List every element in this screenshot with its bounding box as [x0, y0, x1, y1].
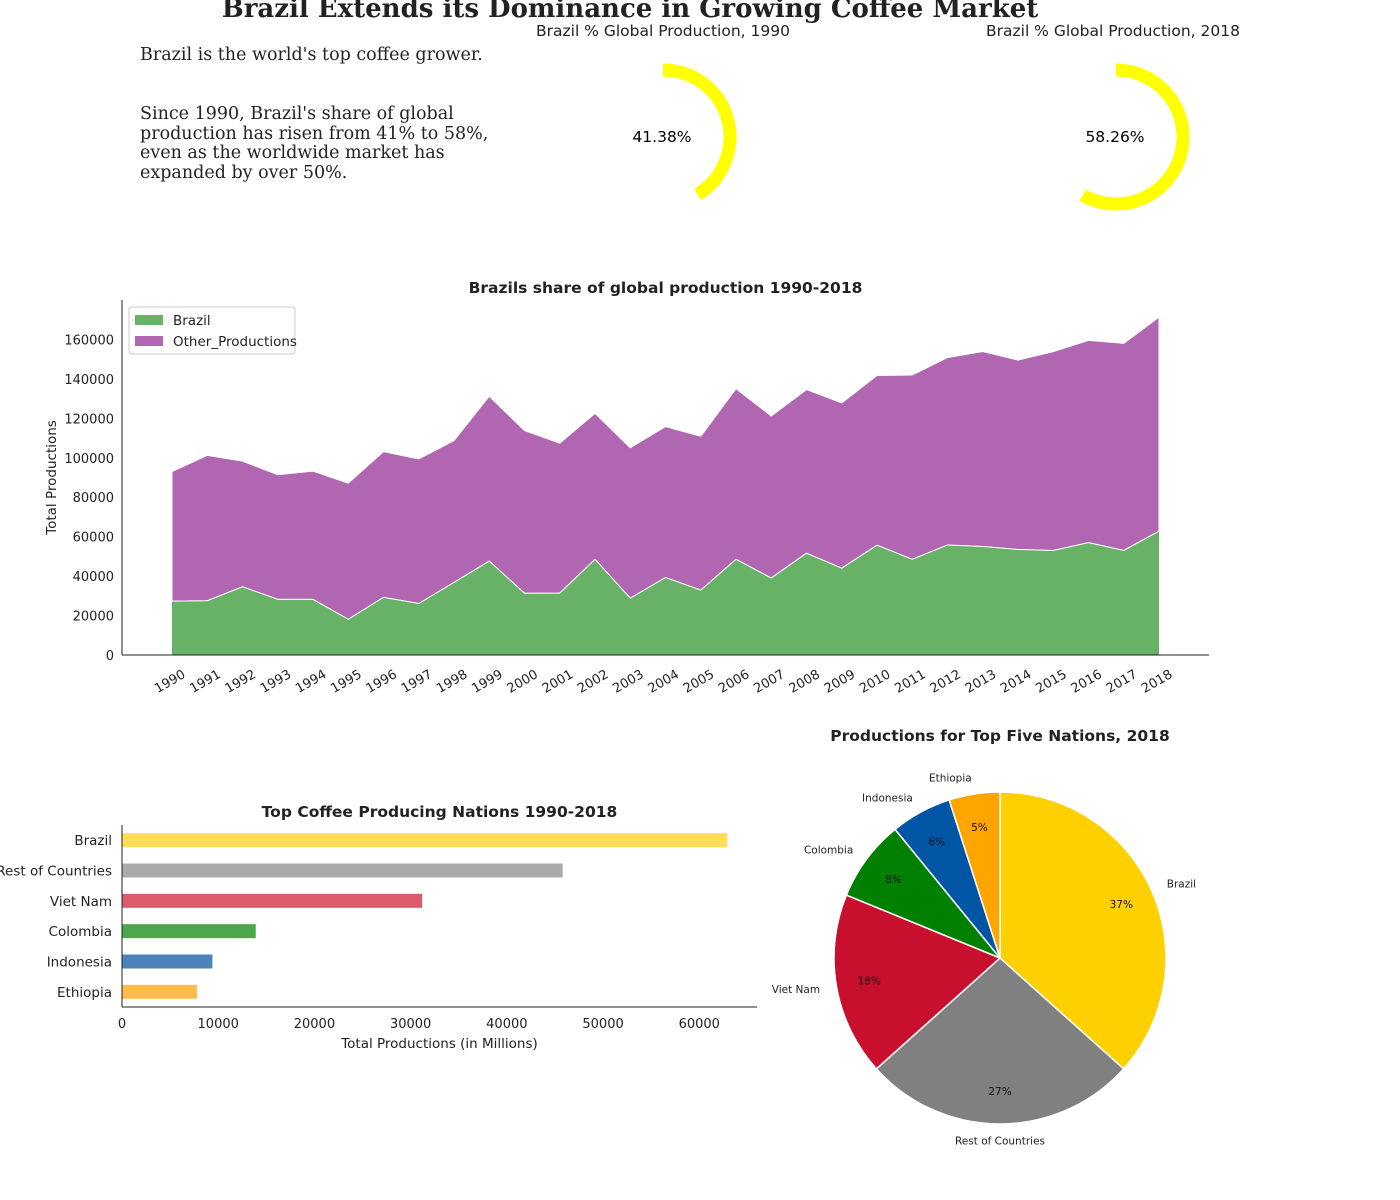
x-tick-label: 2014: [998, 667, 1034, 697]
area-series-brazil: [172, 531, 1159, 655]
gauge-2018-arc: [1079, 63, 1190, 211]
legend-swatch-other-productions: [135, 336, 163, 346]
pie-slice-ethiopia: [948, 791, 1001, 959]
bar-category-label: Ethiopia: [57, 985, 112, 1001]
gauge-1990-title: Brazil % Global Production, 1990: [536, 22, 790, 40]
legend-swatch-brazil: [135, 315, 163, 325]
bar-viet-nam: [122, 893, 423, 908]
x-tick-label: 2018: [1139, 667, 1175, 697]
x-tick-label: 2012: [928, 667, 964, 697]
bar-colombia: [122, 924, 256, 939]
x-tick-label: 1991: [187, 667, 223, 697]
y-axis-label: Total Productions: [44, 420, 60, 536]
x-tick-label: 2007: [751, 667, 787, 697]
gauge-2018-value: 58.26%: [1085, 128, 1145, 146]
y-tick-label: 160000: [64, 333, 114, 348]
x-tick-label: 1996: [364, 667, 400, 697]
area-chart: Brazils share of global production 1990-…: [44, 279, 1209, 697]
bar-indonesia: [122, 954, 213, 969]
y-tick-label: 120000: [64, 412, 114, 427]
x-tick-label: 40000: [486, 1017, 527, 1032]
y-tick-label: 60000: [73, 531, 114, 546]
x-tick-label: 1997: [399, 667, 435, 697]
x-tick-label: 2008: [787, 667, 823, 697]
x-tick-label: 2017: [1104, 667, 1140, 697]
area-series-boundary-line: [171, 530, 1160, 620]
legend-label-brazil: Brazil: [173, 313, 211, 329]
pie-label-viet-nam: Viet Nam: [772, 984, 820, 996]
intro-line-1: Brazil is the world's top coffee grower.: [140, 45, 483, 65]
x-tick-label: 1994: [293, 667, 329, 697]
x-tick-label: 2005: [681, 667, 717, 697]
x-tick-label: 20000: [294, 1017, 335, 1032]
x-tick-label: 2004: [646, 667, 682, 697]
pie-label-colombia: Colombia: [804, 844, 853, 856]
x-axis-label: Total Productions (in Millions): [340, 1036, 538, 1052]
x-tick-label: 2006: [716, 667, 752, 697]
y-tick-label: 40000: [73, 570, 114, 585]
x-tick-label: 2000: [505, 667, 541, 697]
gauge-1990-arc: [662, 63, 737, 200]
y-tick-label: 100000: [64, 452, 114, 467]
x-tick-label: 2015: [1033, 667, 1069, 697]
x-tick-label: 2001: [540, 667, 576, 697]
gauge-1990-value: 41.38%: [632, 128, 692, 146]
x-tick-label: 2010: [857, 667, 893, 697]
pie-chart: Productions for Top Five Nations, 2018 Br…: [772, 727, 1196, 1148]
x-tick-label: 2013: [963, 667, 999, 697]
page-title: Brazil Extends its Dominance in Growing …: [221, 0, 1039, 24]
x-tick-label: 2011: [892, 667, 928, 697]
gauge-2018-title: Brazil % Global Production, 2018: [986, 22, 1240, 40]
legend-box: [128, 306, 296, 355]
x-tick-label: 60000: [679, 1017, 720, 1032]
pie-pct-ethiopia: 5%: [971, 822, 988, 834]
bar-ethiopia: [122, 984, 198, 999]
pie-pct-brazil: 37%: [1110, 899, 1133, 911]
x-tick-label: 2002: [575, 667, 611, 697]
bar-category-label: Brazil: [74, 833, 112, 849]
x-tick-label: 1992: [223, 667, 259, 697]
gauge-arcs: [662, 63, 1190, 211]
pie-slice-brazil: [999, 791, 1167, 1070]
pie-slice-rest-of-countries: [875, 956, 1125, 1125]
pie-pct-indonesia: 6%: [928, 836, 945, 848]
bar-category-label: Viet Nam: [50, 894, 112, 910]
intro-line-2: Since 1990, Brazil's share of global pro…: [140, 104, 489, 183]
bar-chart: Top Coffee Producing Nations 1990-2018 Br…: [0, 803, 757, 1052]
bar-brazil: [122, 833, 728, 848]
pie-pct-rest-of-countries: 27%: [988, 1086, 1011, 1098]
y-tick-label: 80000: [73, 491, 114, 506]
bar-category-label: Colombia: [49, 924, 112, 940]
y-tick-label: 0: [106, 649, 114, 664]
x-tick-label: 2003: [610, 667, 646, 697]
x-tick-label: 0: [118, 1017, 126, 1032]
area-chart-title: Brazils share of global production 1990-…: [469, 279, 863, 297]
x-tick-label: 1999: [469, 667, 505, 697]
x-tick-label: 2016: [1069, 667, 1105, 697]
x-tick-label: 2009: [822, 667, 858, 697]
bar-rest-of-countries: [122, 863, 563, 878]
x-tick-label: 1993: [258, 667, 294, 697]
pie-label-brazil: Brazil: [1167, 879, 1196, 891]
pie-label-ethiopia: Ethiopia: [929, 773, 972, 785]
x-tick-label: 50000: [582, 1017, 623, 1032]
y-tick-label: 20000: [73, 610, 114, 625]
bar-category-label: Indonesia: [47, 955, 112, 971]
bar-category-label: Rest of Countries: [0, 864, 112, 880]
x-tick-label: 1998: [434, 667, 470, 697]
pie-chart-title: Productions for Top Five Nations, 2018: [830, 727, 1170, 745]
y-tick-label: 140000: [64, 373, 114, 388]
x-tick-label: 1995: [328, 667, 364, 697]
pie-slice-viet-nam: [833, 894, 1002, 1070]
pie-pct-colombia: 8%: [885, 874, 902, 886]
pie-pct-viet-nam: 18%: [857, 976, 880, 988]
x-tick-label: 10000: [198, 1017, 239, 1032]
pie-label-rest-of-countries: Rest of Countries: [955, 1136, 1045, 1148]
legend-label-other-productions: Other_Productions: [173, 334, 297, 350]
bar-chart-title: Top Coffee Producing Nations 1990-2018: [262, 803, 618, 821]
x-tick-label: 1990: [152, 667, 188, 697]
pie-label-indonesia: Indonesia: [862, 793, 913, 805]
area-chart-legend: Brazil Other_Productions: [128, 306, 297, 355]
x-tick-label: 30000: [390, 1017, 431, 1032]
